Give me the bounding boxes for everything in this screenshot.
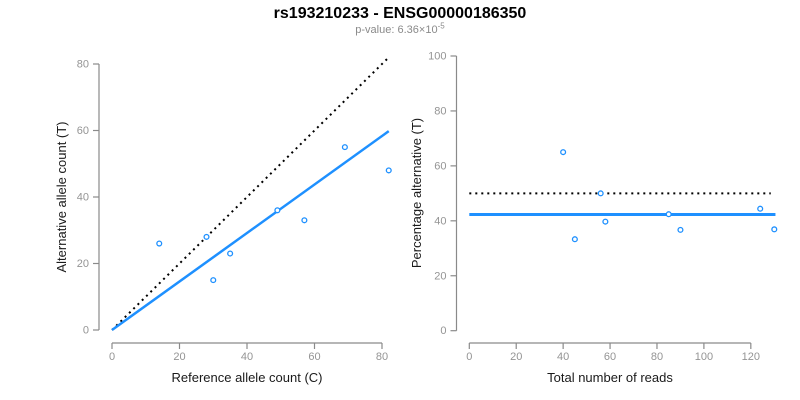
allele-count-scatter-x-axis-title: Reference allele count (C) — [171, 370, 322, 385]
allele-count-scatter-y-tick-label: 0 — [83, 325, 89, 337]
percentage-scatter-x-tick-label: 120 — [742, 351, 760, 363]
percentage-scatter-x-tick-label: 0 — [466, 351, 472, 363]
allele-count-scatter-x-tick-label: 80 — [376, 351, 388, 363]
allele-count-scatter-y-tick-label: 80 — [77, 59, 89, 71]
page-title: rs193210233 - ENSG00000186350 — [273, 5, 527, 22]
percentage-scatter-y-tick-label: 40 — [434, 215, 446, 227]
p-value-mantissa: 6.36 — [397, 24, 419, 36]
p-value-exponent: -5 — [437, 21, 445, 31]
p-value-base: ×10 — [418, 24, 438, 36]
percentage-scatter-y-axis-title: Percentage alternative (T) — [409, 118, 424, 268]
percentage-scatter-x-tick-label: 40 — [557, 351, 569, 363]
percentage-scatter-data-point — [677, 226, 684, 233]
percentage-scatter-y-tick-label: 20 — [434, 270, 446, 282]
percentage-scatter-y-tick-label: 100 — [428, 51, 446, 63]
p-value-subtitle: p-value: 6.36×10-5 — [0, 21, 800, 36]
allele-count-scatter-x-tick-label: 40 — [241, 351, 253, 363]
percentage-scatter-x-tick-label: 60 — [604, 351, 616, 363]
allele-count-scatter-data-point — [156, 240, 163, 247]
percentage-scatter-data-point — [665, 211, 672, 218]
percentage-scatter-data-point — [602, 218, 609, 225]
allele-count-scatter-data-point — [301, 217, 308, 224]
fit-line — [111, 130, 390, 332]
allele-count-scatter-data-point — [274, 207, 281, 214]
allele-count-scatter-x-tick-label: 20 — [173, 351, 185, 363]
allele-count-scatter-y-tick-label: 20 — [77, 258, 89, 270]
percentage-scatter-data-point — [597, 190, 604, 197]
p-value-label: p-value: — [355, 24, 398, 36]
percentage-scatter-y-tick-label: 80 — [434, 105, 446, 117]
allele-count-scatter-x-tick-label: 0 — [109, 351, 115, 363]
percentage-scatter-data-point — [571, 236, 578, 243]
allele-count-scatter-data-point — [210, 277, 217, 284]
percentage-scatter-data-point — [560, 149, 567, 156]
percentage-scatter-data-point — [757, 205, 764, 212]
percentage-scatter-y-tick-label: 0 — [440, 325, 446, 337]
allele-count-scatter-y-axis-title: Alternative allele count (T) — [54, 121, 69, 272]
identity-line — [111, 58, 388, 331]
percentage-scatter-x-tick-label: 80 — [651, 351, 663, 363]
allele-count-scatter-y-tick-label: 40 — [77, 192, 89, 204]
percentage-scatter-x-tick-label: 100 — [695, 351, 713, 363]
percentage-scatter-x-tick-label: 20 — [510, 351, 522, 363]
percentage-scatter-data-point — [771, 226, 778, 233]
percentage-scatter-x-axis-title: Total number of reads — [547, 370, 673, 385]
allele-count-scatter-y-tick-label: 60 — [77, 125, 89, 137]
percentage-scatter-y-tick-label: 60 — [434, 160, 446, 172]
allele-count-scatter-data-point — [227, 250, 234, 257]
allele-count-scatter-data-point — [385, 167, 392, 174]
allele-count-scatter-data-point — [203, 233, 210, 240]
allele-count-scatter-x-tick-label: 60 — [308, 351, 320, 363]
allele-count-scatter-data-point — [341, 144, 348, 151]
